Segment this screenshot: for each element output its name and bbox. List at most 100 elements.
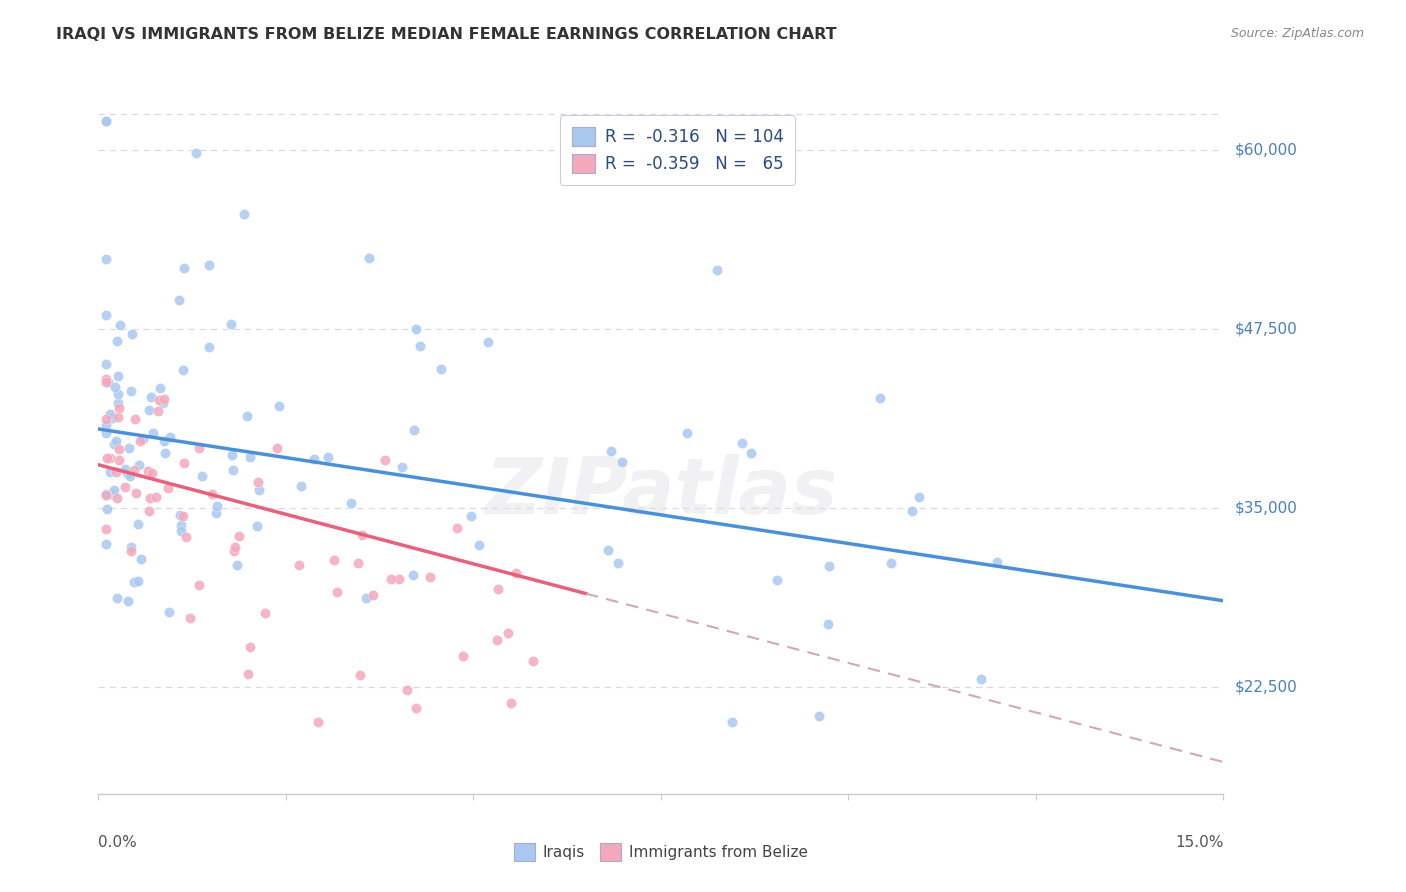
Point bbox=[115, 466, 138, 480]
Point bbox=[224, 541, 246, 555]
Point bbox=[94, 537, 117, 551]
Point bbox=[817, 558, 839, 573]
Point bbox=[94, 252, 117, 267]
Point bbox=[107, 386, 129, 401]
Point bbox=[122, 463, 145, 477]
Point bbox=[901, 504, 924, 518]
Point bbox=[107, 396, 129, 410]
Point bbox=[380, 572, 402, 586]
Point bbox=[167, 293, 190, 307]
Point bbox=[139, 491, 162, 506]
Point bbox=[94, 357, 117, 371]
Point bbox=[174, 529, 197, 543]
Point bbox=[96, 501, 118, 516]
Point bbox=[266, 441, 288, 455]
Point bbox=[105, 491, 128, 505]
Point bbox=[326, 584, 349, 599]
Point bbox=[173, 260, 195, 275]
Point bbox=[103, 437, 125, 451]
Point bbox=[152, 392, 174, 407]
Point bbox=[103, 483, 125, 497]
Point bbox=[239, 640, 262, 654]
Point bbox=[188, 578, 211, 592]
Point bbox=[374, 453, 396, 467]
Point bbox=[94, 308, 117, 322]
Point bbox=[125, 486, 148, 500]
Text: $47,500: $47,500 bbox=[1234, 321, 1298, 336]
Point bbox=[254, 606, 277, 620]
Point bbox=[149, 381, 172, 395]
Point bbox=[152, 396, 174, 410]
Point bbox=[105, 434, 128, 449]
Point bbox=[453, 649, 475, 664]
Point bbox=[108, 318, 131, 333]
Point bbox=[396, 682, 419, 697]
Text: IRAQI VS IMMIGRANTS FROM BELIZE MEDIAN FEMALE EARNINGS CORRELATION CHART: IRAQI VS IMMIGRANTS FROM BELIZE MEDIAN F… bbox=[56, 27, 837, 42]
Point bbox=[108, 442, 131, 456]
Point bbox=[606, 556, 628, 570]
Point bbox=[94, 114, 117, 128]
Point bbox=[402, 567, 425, 582]
Point bbox=[239, 450, 262, 464]
Point bbox=[477, 334, 499, 349]
Point bbox=[225, 558, 247, 573]
Point bbox=[198, 340, 221, 354]
Point bbox=[817, 617, 839, 632]
Point bbox=[114, 462, 136, 476]
Point bbox=[986, 555, 1008, 569]
Point bbox=[347, 556, 370, 570]
Text: 0.0%: 0.0% bbox=[98, 835, 138, 850]
Point bbox=[349, 667, 371, 681]
Point bbox=[236, 409, 259, 424]
Point bbox=[446, 520, 468, 534]
Point bbox=[236, 667, 259, 681]
Point bbox=[323, 553, 346, 567]
Point bbox=[97, 375, 120, 389]
Point bbox=[94, 372, 117, 386]
Point bbox=[138, 503, 160, 517]
Point bbox=[224, 544, 246, 558]
Point bbox=[120, 544, 142, 558]
Point bbox=[129, 434, 152, 449]
Point bbox=[101, 411, 124, 425]
Text: $35,000: $35,000 bbox=[1234, 500, 1298, 516]
Point bbox=[766, 573, 789, 587]
Point bbox=[98, 450, 121, 465]
Point bbox=[105, 591, 128, 606]
Point bbox=[105, 465, 128, 479]
Point bbox=[131, 432, 153, 446]
Point bbox=[153, 434, 176, 449]
Point bbox=[124, 412, 146, 426]
Point bbox=[118, 469, 141, 483]
Point bbox=[117, 594, 139, 608]
Text: 15.0%: 15.0% bbox=[1175, 835, 1223, 850]
Point bbox=[361, 588, 384, 602]
Point bbox=[307, 714, 329, 729]
Point bbox=[187, 441, 209, 455]
Text: $60,000: $60,000 bbox=[1234, 143, 1298, 158]
Point bbox=[139, 390, 162, 404]
Point bbox=[501, 696, 523, 710]
Point bbox=[486, 632, 509, 647]
Point bbox=[460, 509, 482, 524]
Point bbox=[269, 400, 291, 414]
Point bbox=[121, 326, 143, 341]
Point bbox=[98, 465, 121, 479]
Point bbox=[191, 469, 214, 483]
Point bbox=[496, 626, 519, 640]
Point bbox=[610, 455, 633, 469]
Point bbox=[720, 715, 742, 730]
Point bbox=[869, 391, 891, 405]
Point bbox=[170, 524, 193, 538]
Point bbox=[350, 528, 373, 542]
Point bbox=[808, 709, 831, 723]
Point bbox=[94, 487, 117, 501]
Point bbox=[172, 509, 194, 524]
Point bbox=[141, 467, 163, 481]
Point bbox=[104, 380, 127, 394]
Point bbox=[101, 487, 124, 501]
Point bbox=[159, 429, 181, 443]
Point bbox=[246, 518, 269, 533]
Point bbox=[907, 490, 929, 504]
Point bbox=[468, 538, 491, 552]
